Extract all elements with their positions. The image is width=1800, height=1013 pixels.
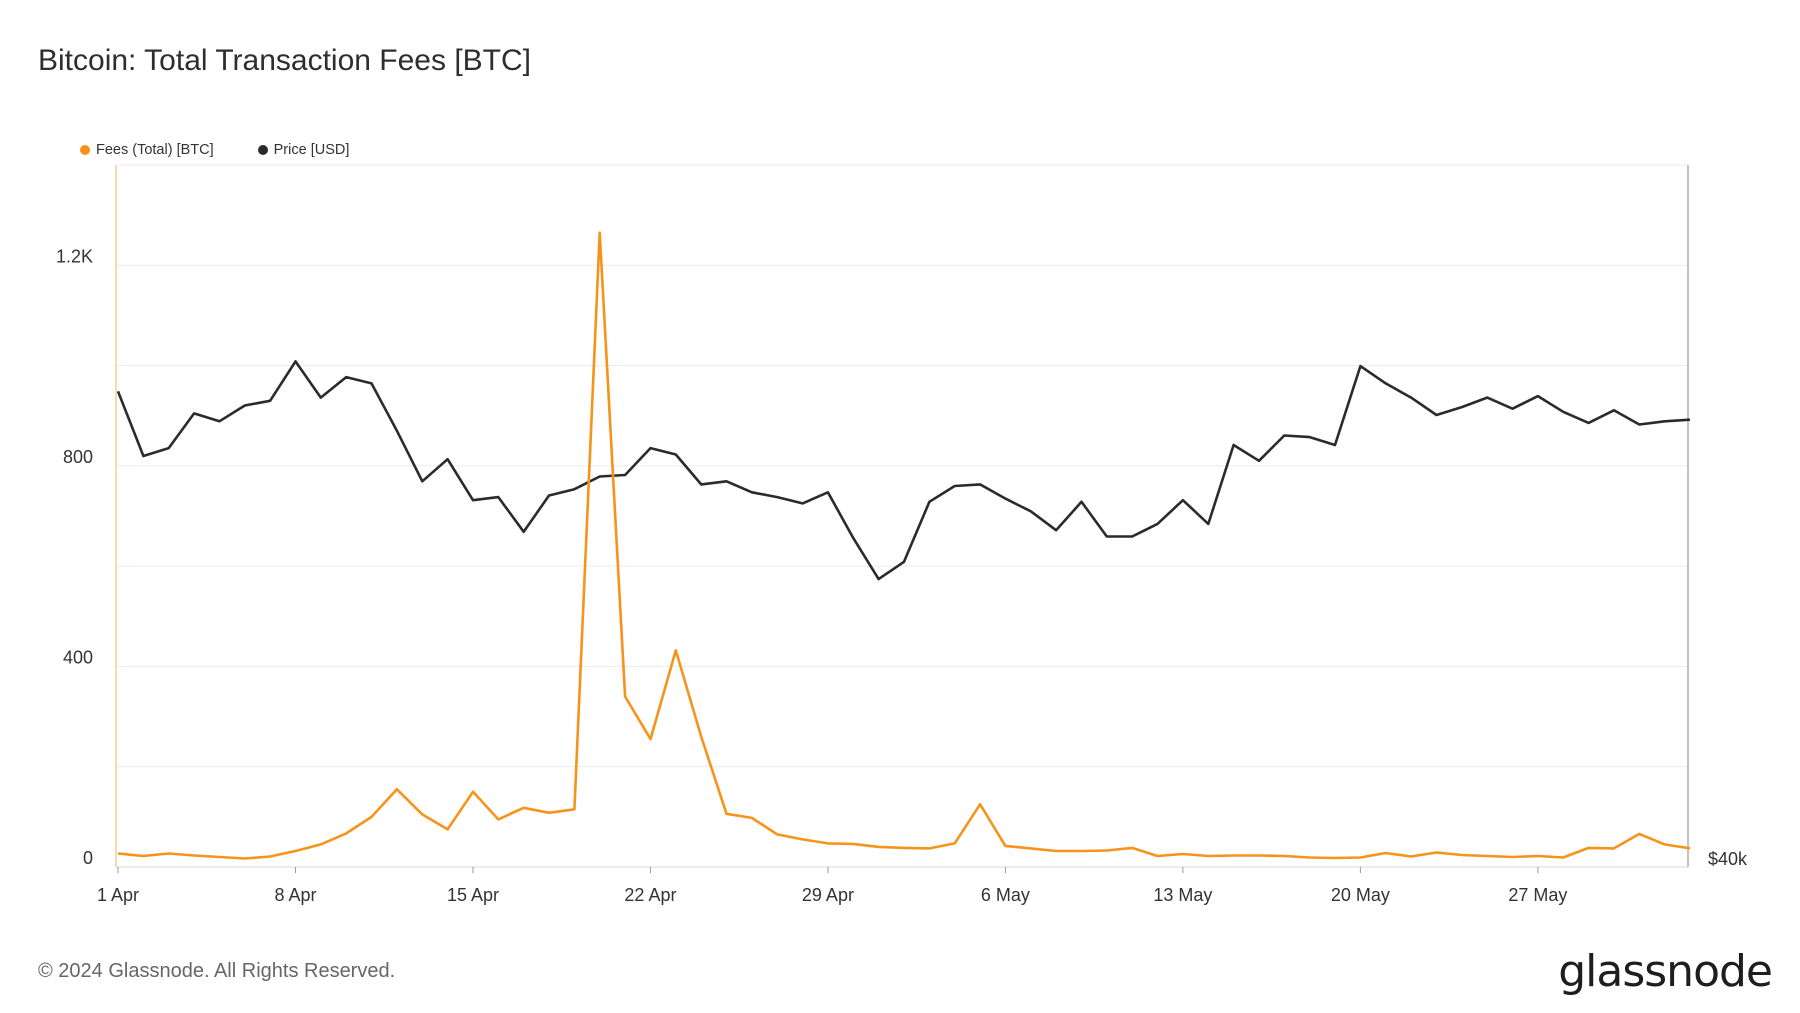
y-left-tick-label: 800 [63, 447, 93, 467]
tick-labels: 1 Apr 8 Apr 15 Apr 22 Apr 29 Apr 6 May 13 May 2… [56, 246, 1748, 905]
price-legend-dot [257, 145, 268, 155]
x-tick-label: 8 Apr [274, 885, 316, 905]
x-tick-label: 15 Apr [447, 885, 499, 905]
x-tick-label: 13 May [1153, 885, 1212, 905]
y-left-tick-label: 400 [63, 647, 93, 667]
y-left-tick-label: 0 [83, 848, 93, 868]
fees-legend-dot [80, 145, 90, 155]
legend-item-price[interactable]: Price [USD] [257, 142, 350, 158]
chart-title: Bitcoin: Total Transaction Fees [BTC] [38, 44, 531, 77]
legend: Fees (Total) [BTC] Price [USD] [80, 142, 349, 158]
legend-label-fees: Fees (Total) [BTC] [96, 142, 214, 158]
price-series-line[interactable] [116, 360, 1691, 581]
y-right-tick-label: $40k [1708, 849, 1748, 869]
x-tick-label: 22 Apr [624, 885, 676, 905]
glassnode-logo[interactable]: glassnode [1558, 946, 1773, 997]
legend-label-price: Price [USD] [273, 142, 350, 158]
grid-lines [116, 164, 1688, 768]
x-tick-label: 20 May [1331, 885, 1390, 905]
legend-item-fees[interactable]: Fees (Total) [BTC] [80, 142, 214, 158]
x-tick-label: 29 Apr [802, 885, 854, 905]
axes [115, 165, 1689, 873]
series-layer [116, 231, 1691, 860]
x-tick-label: 1 Apr [97, 885, 139, 905]
copyright-text: © 2024 Glassnode. All Rights Reserved. [38, 960, 396, 982]
fees-series-line[interactable] [117, 231, 1691, 860]
x-tick-label: 6 May [981, 885, 1030, 905]
x-tick-label: 27 May [1508, 885, 1567, 905]
y-left-tick-label: 1.2K [56, 246, 93, 266]
